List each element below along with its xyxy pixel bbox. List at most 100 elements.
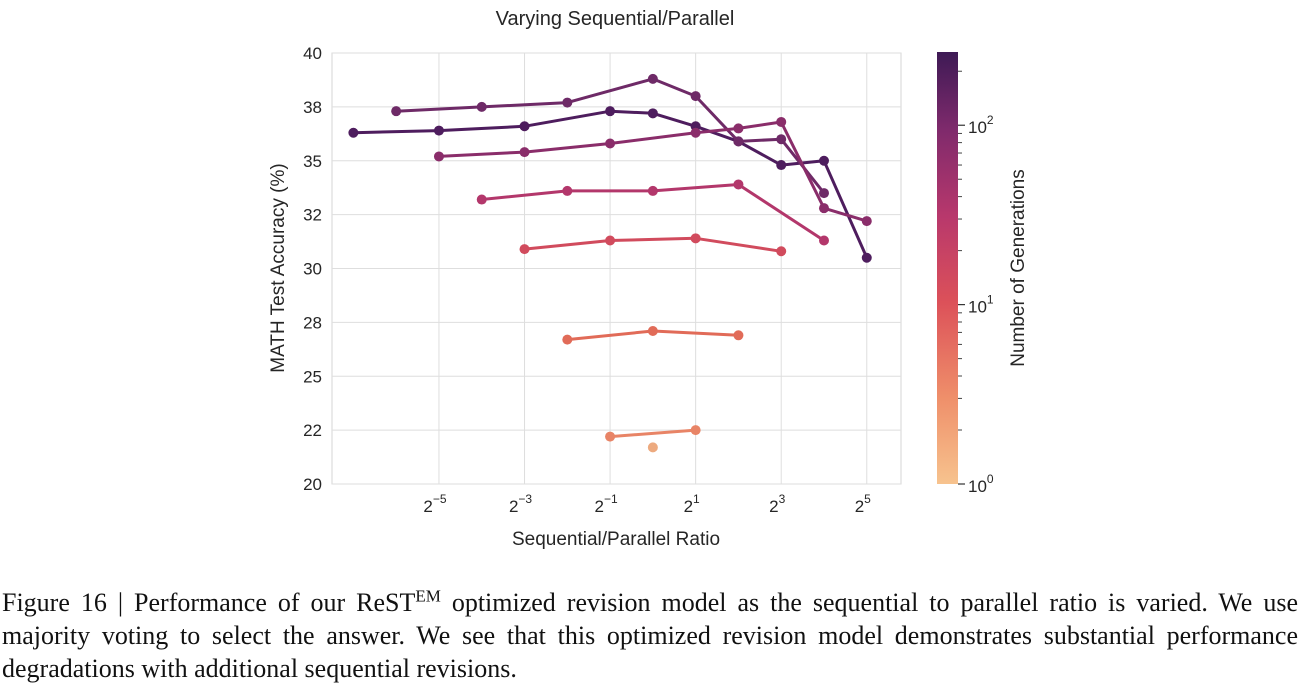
x-axis-label: Sequential/Parallel Ratio xyxy=(512,529,720,550)
data-point xyxy=(476,101,487,112)
data-point xyxy=(733,123,744,134)
data-point xyxy=(562,97,573,108)
data-point xyxy=(647,325,658,336)
series-line xyxy=(524,236,782,253)
data-point xyxy=(776,134,787,145)
y-tick-label: 25 xyxy=(303,367,322,386)
x-tick-label: 2−5 xyxy=(423,492,446,516)
series-128-generations xyxy=(391,73,829,199)
series-32-generations xyxy=(476,179,829,246)
y-axis-label: MATH Test Accuracy (%) xyxy=(268,163,289,372)
x-tick-label: 25 xyxy=(855,492,871,516)
colorbar-tick-label-exponent: 1 xyxy=(987,293,994,307)
x-axis-ticks: 2−5 2−3 2−1 21 23 25 xyxy=(423,492,871,516)
data-point xyxy=(733,136,744,147)
x-tick-label-base: 2 xyxy=(423,497,432,516)
data-point xyxy=(348,127,359,138)
data-point xyxy=(647,442,658,453)
x-tick-label: 23 xyxy=(769,492,785,516)
data-point xyxy=(690,425,701,436)
y-tick-label: 35 xyxy=(303,152,322,171)
colorbar-tick-label: 102 xyxy=(968,113,994,137)
colorbar-tick-label: 101 xyxy=(968,293,994,317)
figure-caption: Figure 16 | Performance of our ReSTEM op… xyxy=(2,586,1298,685)
data-point xyxy=(476,194,487,205)
x-tick-label-base: 2 xyxy=(595,497,604,516)
series-1-generations xyxy=(647,442,658,453)
x-tick-label-base: 2 xyxy=(769,497,778,516)
data-point xyxy=(605,106,616,117)
data-point xyxy=(433,151,444,162)
data-point xyxy=(433,125,444,136)
y-tick-label: 20 xyxy=(303,475,322,494)
y-tick-label: 38 xyxy=(303,98,322,117)
colorbar-tick-label: 100 xyxy=(968,472,994,496)
x-tick-label-exponent: −3 xyxy=(518,492,532,506)
data-point xyxy=(391,106,402,117)
x-tick-label: 2−1 xyxy=(595,492,618,516)
series-layer xyxy=(348,73,872,453)
x-tick-label-exponent: 1 xyxy=(693,492,700,506)
series-64-generations xyxy=(433,116,872,227)
colorbar-tick-label-base: 10 xyxy=(968,298,987,317)
x-tick-label: 2−3 xyxy=(509,492,532,516)
data-point xyxy=(562,334,573,345)
data-point xyxy=(818,155,829,166)
x-tick-label: 21 xyxy=(684,492,700,516)
data-point xyxy=(647,73,658,84)
x-tick-label-base: 2 xyxy=(509,497,518,516)
data-point xyxy=(861,252,872,263)
data-point xyxy=(776,116,787,127)
colorbar-tick-label-exponent: 0 xyxy=(987,472,994,486)
y-tick-label: 32 xyxy=(303,206,322,225)
data-point xyxy=(647,185,658,196)
caption-superscript: EM xyxy=(415,586,441,606)
data-point xyxy=(519,121,530,132)
data-point xyxy=(861,216,872,227)
y-tick-label: 28 xyxy=(303,313,322,332)
series-line xyxy=(396,77,826,195)
data-point xyxy=(690,233,701,244)
series-line xyxy=(609,428,696,439)
series-8-generations xyxy=(562,325,744,345)
data-point xyxy=(562,185,573,196)
data-point xyxy=(733,179,744,190)
data-point xyxy=(818,188,829,199)
data-point xyxy=(605,138,616,149)
series-4-generations xyxy=(605,425,701,442)
y-axis-ticks: 20 22 25 28 30 32 35 38 40 xyxy=(303,44,322,494)
y-tick-label: 40 xyxy=(303,44,322,63)
series-16-generations xyxy=(519,233,787,257)
colorbar-tick-label-base: 10 xyxy=(968,118,987,137)
data-point xyxy=(605,431,616,442)
series-line xyxy=(438,120,868,223)
data-point xyxy=(690,91,701,102)
data-point xyxy=(519,244,530,255)
caption-prefix: Figure 16 | Performance of our ReST xyxy=(2,588,416,617)
colorbar-label: Number of Generations xyxy=(1008,169,1029,367)
data-point xyxy=(818,203,829,214)
chart-title: Varying Sequential/Parallel xyxy=(496,8,735,30)
data-point xyxy=(776,160,787,171)
x-tick-label-exponent: 3 xyxy=(779,492,786,506)
data-point xyxy=(605,235,616,246)
x-tick-label-base: 2 xyxy=(684,497,693,516)
chart: Varying Sequential/Parallel 202225283032… xyxy=(268,8,1029,550)
data-point xyxy=(733,330,744,341)
data-point xyxy=(519,147,530,158)
x-tick-label-exponent: 5 xyxy=(864,492,871,506)
colorbar xyxy=(937,52,958,484)
x-tick-label-exponent: −1 xyxy=(604,492,618,506)
caption-text: optimized revision model as the sequenti… xyxy=(2,588,1298,683)
x-tick-label-base: 2 xyxy=(855,497,864,516)
data-point xyxy=(647,108,658,119)
y-tick-label: 30 xyxy=(303,260,322,279)
y-tick-label: 22 xyxy=(303,421,322,440)
colorbar-tick-label-exponent: 2 xyxy=(987,113,994,127)
x-tick-label-exponent: −5 xyxy=(433,492,447,506)
colorbar-tick-label-base: 10 xyxy=(968,477,987,496)
data-point xyxy=(818,235,829,246)
data-point xyxy=(690,127,701,138)
data-point xyxy=(776,246,787,257)
